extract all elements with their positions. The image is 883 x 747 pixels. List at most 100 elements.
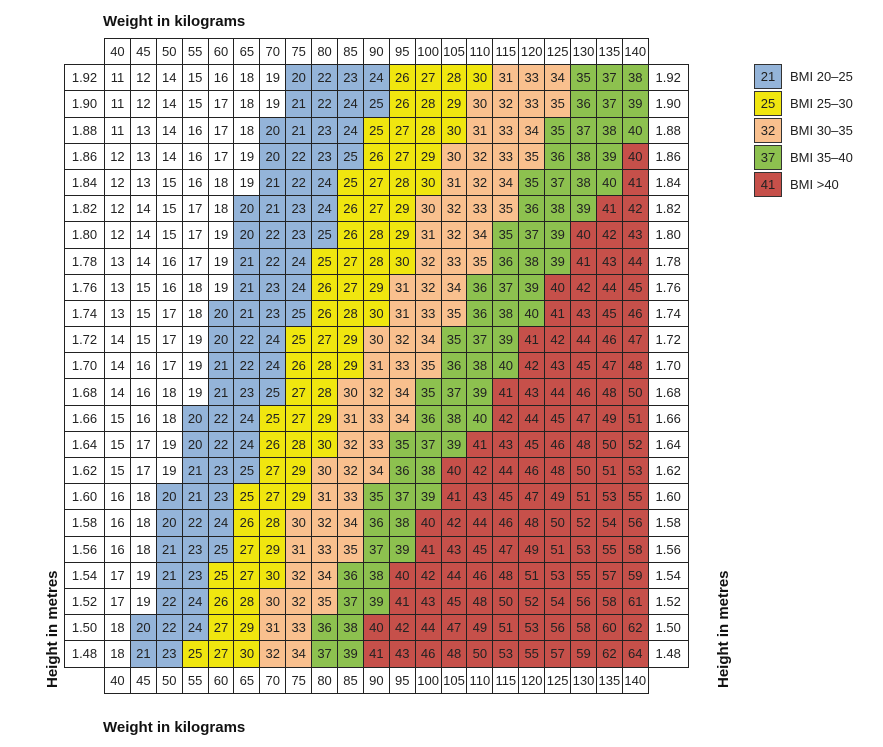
bmi-cell: 22 [311, 90, 339, 118]
bmi-cell: 58 [621, 535, 649, 563]
bmi-cell: 60 [595, 614, 623, 642]
bmi-cell: 14 [129, 221, 157, 249]
bmi-cell: 33 [440, 247, 468, 275]
bmi-cell: 22 [207, 430, 235, 459]
bmi-cell: 25 [181, 640, 209, 668]
bmi-cell: 30 [311, 456, 339, 485]
bmi-cell: 21 [285, 116, 313, 144]
bmi-cell: 31 [466, 116, 494, 144]
bmi-cell: 25 [337, 142, 364, 170]
bmi-cell: 24 [362, 64, 390, 92]
bmi-cell: 21 [155, 535, 183, 563]
bmi-cell: 50 [492, 587, 520, 616]
y-tick-label-left: 1.82 [64, 195, 105, 223]
height-row: 1.50 18 20 22 24 27 29 31 33 36 38 40 42 44 47 49 51 53 56… [64, 614, 689, 642]
height-row: 1.70 14 16 17 19 21 22 24 26 28 29 31 33 35 36 38 40 42 43… [64, 352, 689, 380]
bmi-cell: 45 [570, 352, 597, 380]
bmi-cell: 40 [518, 299, 546, 328]
corner-cell [65, 39, 105, 65]
bmi-table: 40 45 50 55 60 65 70 75 80 85 90 95 100 105 110 115 120 1… [64, 37, 689, 694]
bmi-cell: 39 [466, 378, 494, 406]
bmi-cell: 24 [311, 195, 339, 223]
bmi-cell: 18 [181, 273, 209, 301]
x-tick-label: 65 [233, 666, 261, 694]
x-tick-label: 55 [181, 37, 209, 66]
y-axis-title-right: Height in metres [715, 570, 732, 688]
bmi-cell: 50 [466, 640, 494, 668]
bmi-cell: 38 [388, 509, 416, 537]
y-tick-label-left: 1.74 [64, 299, 105, 328]
bmi-cell: 44 [414, 614, 442, 642]
bmi-cell: 35 [414, 352, 442, 380]
bmi-cell: 33 [285, 614, 313, 642]
bmi-cell: 32 [466, 142, 494, 170]
bmi-cell: 30 [311, 430, 339, 459]
bmi-cell: 36 [466, 273, 494, 301]
bmi-cell: 30 [259, 561, 287, 589]
bmi-cell: 55 [518, 640, 546, 668]
bmi-cell: 37 [595, 90, 623, 118]
bmi-cell: 12 [104, 195, 131, 223]
bmi-cell: 62 [595, 640, 623, 668]
bmi-cell: 44 [518, 404, 546, 432]
bmi-cell: 17 [207, 116, 235, 144]
bmi-cell: 16 [181, 168, 209, 197]
bmi-cell: 23 [285, 221, 313, 249]
bmi-cell: 17 [207, 90, 235, 118]
bmi-cell: 39 [544, 221, 572, 249]
y-tick-label-right: 1.62 [647, 456, 689, 485]
bmi-cell: 47 [570, 404, 597, 432]
bmi-cell: 23 [155, 640, 183, 668]
bmi-cell: 35 [311, 587, 339, 616]
bmi-cell: 29 [259, 535, 287, 563]
bmi-cell: 27 [207, 614, 235, 642]
bmi-cell: 30 [388, 247, 416, 275]
bmi-cell: 33 [362, 404, 390, 432]
bmi-cell: 29 [285, 483, 313, 511]
bmi-cell: 18 [155, 404, 183, 432]
y-tick-label-right: 1.66 [647, 404, 689, 432]
bmi-cell: 34 [388, 378, 416, 406]
x-tick-label: 120 [518, 37, 546, 66]
bmi-cell: 21 [155, 561, 183, 589]
bmi-cell: 64 [621, 640, 649, 668]
bmi-cell: 39 [570, 195, 597, 223]
bmi-cell: 30 [414, 195, 442, 223]
bmi-cell: 29 [285, 456, 313, 485]
bmi-cell: 53 [595, 483, 623, 511]
bmi-cell: 36 [570, 90, 597, 118]
bmi-cell: 45 [595, 299, 623, 328]
bmi-cell: 26 [337, 195, 364, 223]
bmi-cell: 43 [621, 221, 649, 249]
bmi-cell: 54 [595, 509, 623, 537]
bmi-cell: 15 [181, 90, 209, 118]
bmi-cell: 15 [129, 299, 157, 328]
y-tick-label-left: 1.52 [64, 587, 105, 616]
bmi-cell: 32 [285, 587, 313, 616]
y-tick-label-left: 1.48 [64, 640, 105, 668]
bmi-cell: 34 [492, 168, 520, 197]
bmi-cell: 42 [621, 195, 649, 223]
bmi-cell: 40 [362, 614, 390, 642]
y-tick-label-right: 1.78 [647, 247, 689, 275]
bmi-cell: 20 [181, 430, 209, 459]
bmi-cell: 41 [544, 299, 572, 328]
bmi-cell: 16 [104, 535, 131, 563]
bmi-cell: 17 [155, 352, 183, 380]
bmi-cell: 20 [259, 142, 287, 170]
height-row: 1.68 14 16 18 19 21 23 25 27 28 30 32 34 35 37 39 41 43 44… [64, 378, 689, 406]
bmi-cell: 27 [259, 483, 287, 511]
bmi-cell: 33 [311, 535, 339, 563]
height-row: 1.72 14 15 17 19 20 22 24 25 27 29 30 32 34 35 37 39 41 42… [64, 326, 689, 354]
x-tick-label: 90 [362, 37, 390, 66]
bmi-cell: 51 [492, 614, 520, 642]
bmi-cell: 35 [337, 535, 364, 563]
bmi-cell: 22 [285, 142, 313, 170]
bmi-cell: 48 [466, 587, 494, 616]
bmi-cell: 47 [595, 352, 623, 380]
bmi-cell: 39 [492, 326, 520, 354]
bmi-cell: 47 [518, 483, 546, 511]
legend-label: BMI 30–35 [790, 123, 853, 138]
bmi-cell: 15 [181, 64, 209, 92]
bmi-cell: 37 [595, 64, 623, 92]
